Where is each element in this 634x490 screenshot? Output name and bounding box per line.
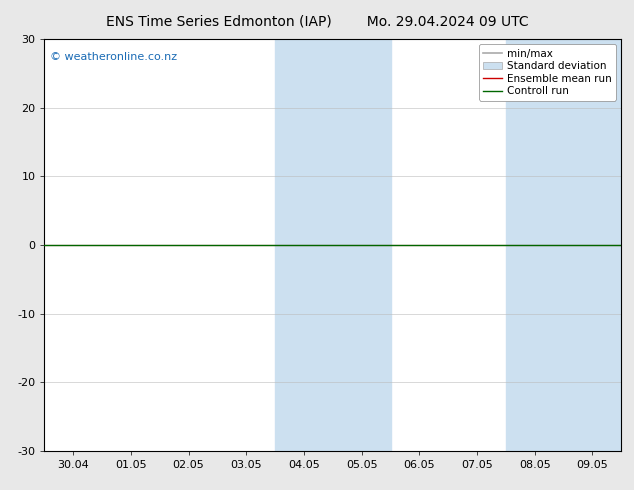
Bar [333, 39, 391, 451]
Bar [506, 39, 564, 451]
Text: © weatheronline.co.nz: © weatheronline.co.nz [50, 51, 178, 62]
Text: ENS Time Series Edmonton (IAP)        Mo. 29.04.2024 09 UTC: ENS Time Series Edmonton (IAP) Mo. 29.04… [106, 15, 528, 29]
Bar [275, 39, 333, 451]
Legend: min/max, Standard deviation, Ensemble mean run, Controll run: min/max, Standard deviation, Ensemble me… [479, 45, 616, 100]
Bar [564, 39, 621, 451]
